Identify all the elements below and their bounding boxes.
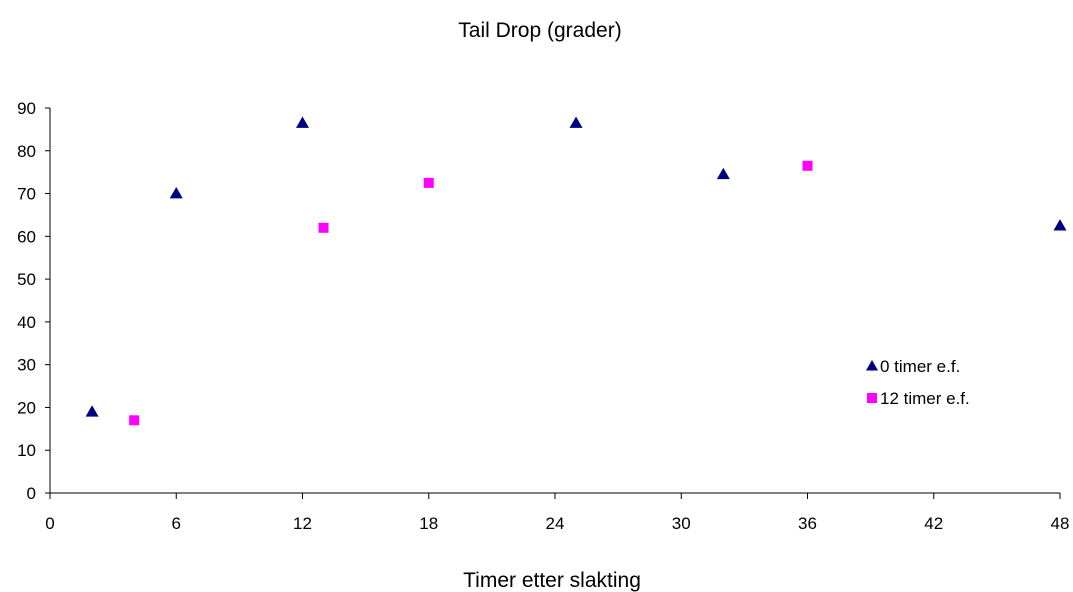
legend-marker-triangle <box>866 360 878 371</box>
data-point-square <box>129 415 140 426</box>
x-axis-ticks: 0 6 12 18 24 30 36 42 48 <box>45 493 1069 533</box>
y-tick-label: 20 <box>17 398 36 417</box>
y-tick-label: 0 <box>27 484 36 503</box>
chart-axes: 0 10 20 30 40 50 60 70 80 90 0 6 12 18 24 30 36 42 48 <box>17 99 1069 533</box>
data-point-triangle <box>1053 219 1067 231</box>
x-tick-label: 0 <box>45 514 54 533</box>
y-tick-label: 60 <box>17 227 36 246</box>
data-point-triangle <box>85 405 99 417</box>
y-tick-label: 30 <box>17 356 36 375</box>
x-axis-label: Timer etter slakting <box>463 569 641 592</box>
data-point-square <box>802 160 813 171</box>
data-points <box>85 116 1067 426</box>
legend-item-series-1: 12 timer e.f. <box>867 389 970 408</box>
legend-marker-square <box>867 393 877 403</box>
x-tick-label: 30 <box>672 514 691 533</box>
data-point-square <box>423 177 434 188</box>
chart-title: Tail Drop (grader) <box>458 19 621 42</box>
y-tick-label: 40 <box>17 313 36 332</box>
y-tick-label: 70 <box>17 185 36 204</box>
x-tick-label: 42 <box>924 514 943 533</box>
y-tick-label: 10 <box>17 441 36 460</box>
data-point-triangle <box>569 116 583 128</box>
y-axis-ticks: 0 10 20 30 40 50 60 70 80 90 <box>17 99 50 503</box>
legend-label-series-1: 12 timer e.f. <box>880 389 970 408</box>
chart-legend: 0 timer e.f. 12 timer e.f. <box>866 357 970 408</box>
series-1-points <box>129 160 813 426</box>
y-tick-label: 50 <box>17 270 36 289</box>
x-tick-label: 6 <box>172 514 181 533</box>
data-point-triangle <box>169 187 183 199</box>
x-tick-label: 48 <box>1051 514 1070 533</box>
series-0-points <box>85 116 1067 417</box>
data-point-triangle <box>296 116 309 128</box>
data-point-triangle <box>716 167 730 180</box>
x-tick-label: 36 <box>798 514 817 533</box>
y-tick-label: 90 <box>17 99 36 118</box>
x-tick-label: 24 <box>546 514 565 533</box>
x-tick-label: 18 <box>419 514 438 533</box>
data-point-square <box>318 222 329 233</box>
y-tick-label: 80 <box>17 142 36 161</box>
legend-label-series-0: 0 timer e.f. <box>880 357 960 376</box>
legend-item-series-0: 0 timer e.f. <box>866 357 960 376</box>
x-tick-label: 12 <box>293 514 312 533</box>
